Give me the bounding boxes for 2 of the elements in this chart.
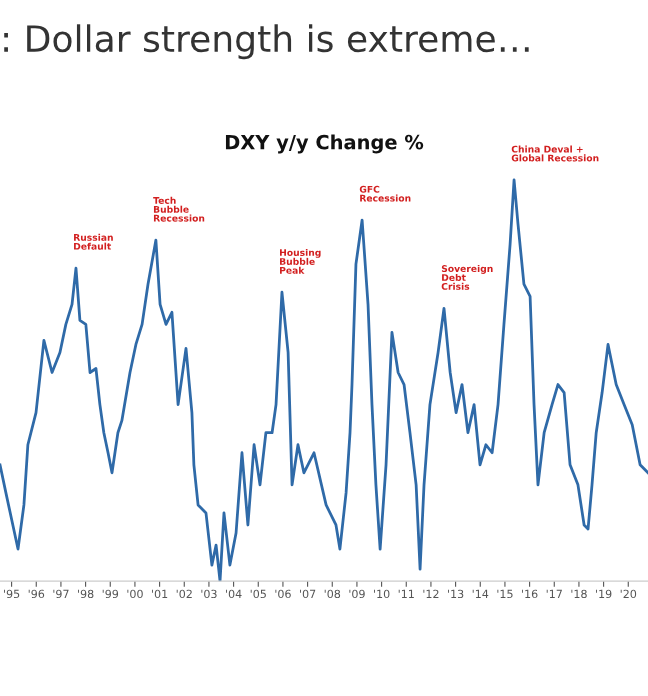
chart-title: DXY y/y Change % (225, 134, 424, 154)
chart-subtitle: : Dollar strength is extreme… (4, 24, 529, 60)
